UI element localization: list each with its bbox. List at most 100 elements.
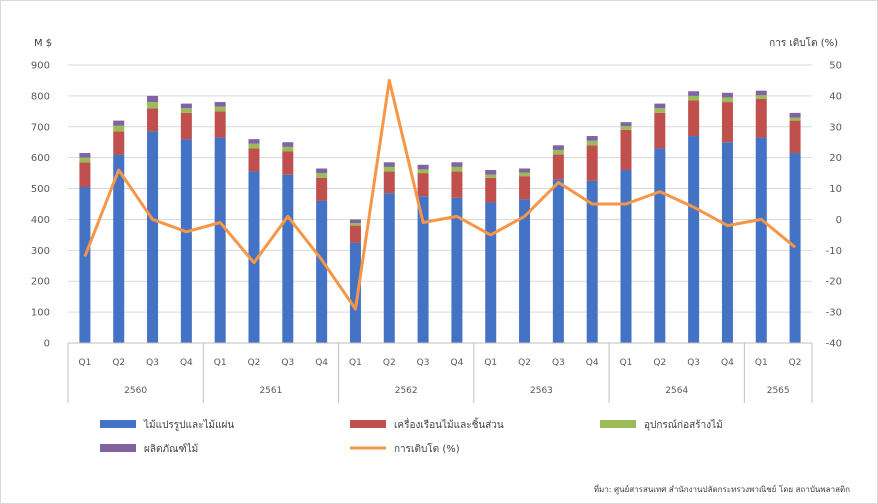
bar-segment (552, 154, 564, 180)
y-right-tick-label: 0 (836, 215, 842, 226)
bar-segment (349, 242, 361, 343)
bar-segment (282, 142, 294, 147)
bar-segment (417, 196, 429, 343)
bar-segment (147, 95, 159, 103)
y-axis-left-title: M $ (34, 38, 52, 49)
bar-segment (688, 136, 700, 343)
bar-segment (248, 171, 260, 343)
y-left-tick-label: 900 (31, 61, 50, 72)
bar-segment (248, 148, 260, 172)
bar-segment (688, 91, 700, 96)
y-right-tick-label: -40 (826, 339, 842, 350)
legend-swatch (100, 420, 136, 428)
bar-segment (282, 151, 294, 175)
bar-segment (485, 202, 497, 343)
legend-label: การเติบโต (%) (394, 442, 460, 455)
bar-segment (451, 162, 463, 167)
bar-segment (383, 166, 395, 172)
year-label: 2562 (395, 386, 418, 396)
x-tick-label: Q4 (315, 358, 328, 368)
bar-segment (620, 129, 632, 171)
bar-segment (316, 168, 328, 174)
y-left-tick-label: 700 (31, 122, 50, 133)
x-tick-label: Q1 (620, 358, 633, 368)
bar-segment (248, 139, 260, 144)
source-note: ที่มา: ศูนย์สารสนเทศ สำนักงานปลัดกระทรวง… (594, 483, 850, 495)
bar-segment (451, 171, 463, 198)
x-tick-label: Q2 (518, 358, 531, 368)
y-left-tick-label: 500 (31, 184, 50, 195)
bar-segment (519, 172, 531, 177)
bar-segment (519, 176, 531, 200)
x-tick-label: Q4 (721, 358, 734, 368)
bar-segment (789, 112, 801, 118)
x-tick-label: Q2 (112, 358, 125, 368)
x-tick-label: Q1 (484, 358, 497, 368)
y-right-tick-label: -10 (826, 246, 842, 257)
bar-segment (552, 145, 564, 150)
y-left-tick-label: 800 (31, 91, 50, 102)
bar-segment (485, 170, 497, 175)
bar-segment (79, 187, 91, 343)
bar-segment (349, 225, 361, 243)
bar-segment (721, 92, 733, 98)
bar-segment (383, 162, 395, 167)
bar-segment (214, 111, 226, 138)
growth-line (83, 78, 797, 311)
bar-segment (147, 131, 159, 343)
bar-segment (147, 108, 159, 132)
y-axis-right-title: การ เติบโต (%) (769, 36, 838, 49)
bar-segment (789, 153, 801, 343)
bar-segment (620, 122, 632, 127)
bar-segment (316, 177, 328, 201)
y-right-tick-label: 20 (829, 153, 842, 164)
bar-segment (586, 180, 598, 343)
bar-segment (451, 166, 463, 172)
x-tick-label: Q1 (79, 358, 92, 368)
bar-segment (485, 177, 497, 203)
bar-segment (654, 148, 666, 343)
bar-segment (755, 137, 767, 343)
y-left-tick-label: 200 (31, 277, 50, 288)
x-tick-label: Q4 (451, 358, 464, 368)
y-left-tick-label: 0 (44, 339, 50, 350)
bar-segment (180, 108, 192, 113)
bar-segment (586, 145, 598, 181)
bar-segment (79, 153, 91, 158)
legend-label: อุปกรณ์ก่อสร้างไม้ (644, 419, 723, 431)
bar-segment (180, 139, 192, 343)
bar-segment (721, 142, 733, 343)
bar-segment (113, 154, 125, 343)
bar-segment (688, 95, 700, 101)
y-right-tick-label: -30 (826, 308, 842, 319)
x-tick-label: Q2 (789, 358, 802, 368)
bar-segment (654, 103, 666, 109)
x-tick-label: Q3 (417, 358, 430, 368)
bar-segment (282, 174, 294, 343)
bar-segment (113, 125, 125, 132)
legend-swatch (100, 444, 136, 452)
year-label: 2564 (665, 386, 688, 396)
bar-segment (214, 137, 226, 343)
bar-segment (755, 90, 767, 96)
y-right-tick-label: 40 (829, 91, 842, 102)
bar-segment (688, 100, 700, 137)
bar-segment (755, 98, 767, 138)
y-left-tick-label: 300 (31, 246, 50, 257)
bar-segment (147, 102, 159, 109)
x-tick-label: Q3 (146, 358, 159, 368)
bar-segment (316, 200, 328, 343)
bar-segment (654, 112, 666, 149)
bar-segment (383, 193, 395, 343)
y-left-tick-label: 600 (31, 153, 50, 164)
bar-segment (180, 112, 192, 140)
bar-segment (721, 97, 733, 103)
x-tick-label: Q1 (755, 358, 768, 368)
bar-segment (113, 131, 125, 155)
bar-segment (79, 157, 91, 163)
x-tick-label: Q3 (687, 358, 700, 368)
bar-segment (552, 149, 564, 155)
y-left-tick-label: 400 (31, 215, 50, 226)
